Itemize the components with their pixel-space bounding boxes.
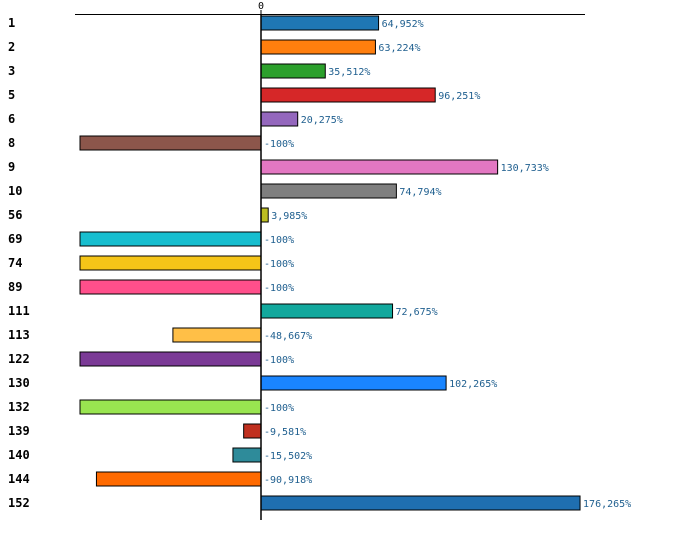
category-label-5: 5 (8, 88, 15, 102)
category-label-140: 140 (8, 448, 30, 462)
category-label-111: 111 (8, 304, 30, 318)
category-label-69: 69 (8, 232, 22, 246)
category-label-74: 74 (8, 256, 22, 270)
bar-2 (260, 39, 376, 55)
bar-132 (79, 399, 262, 415)
bar-140 (232, 447, 262, 463)
value-label-74: -100% (264, 259, 294, 270)
category-label-144: 144 (8, 472, 30, 486)
value-label-1: 64,952% (382, 19, 424, 30)
value-label-139: -9,581% (264, 427, 306, 438)
bar-8 (79, 135, 262, 151)
bar-69 (79, 231, 262, 247)
bar-56 (260, 207, 269, 223)
bar-113 (172, 327, 262, 343)
value-label-122: -100% (264, 355, 294, 366)
category-label-89: 89 (8, 280, 22, 294)
value-label-69: -100% (264, 235, 294, 246)
category-label-6: 6 (8, 112, 15, 126)
value-label-56: 3,985% (271, 211, 307, 222)
value-label-111: 72,675% (396, 307, 438, 318)
value-label-144: -90,918% (264, 475, 312, 486)
zero-tick-label: 0 (258, 1, 264, 12)
bar-5 (260, 87, 436, 103)
category-label-113: 113 (8, 328, 30, 342)
category-label-1: 1 (8, 16, 15, 30)
value-label-6: 20,275% (301, 115, 343, 126)
bar-3 (260, 63, 326, 79)
value-label-89: -100% (264, 283, 294, 294)
category-label-9: 9 (8, 160, 15, 174)
bar-152 (260, 495, 581, 511)
category-label-56: 56 (8, 208, 22, 222)
category-label-130: 130 (8, 376, 30, 390)
category-label-10: 10 (8, 184, 22, 198)
bar-122 (79, 351, 262, 367)
bar-9 (260, 159, 499, 175)
bar-6 (260, 111, 299, 127)
bar-144 (95, 471, 262, 487)
value-label-140: -15,502% (264, 451, 312, 462)
category-label-8: 8 (8, 136, 15, 150)
value-label-5: 96,251% (438, 91, 480, 102)
category-label-132: 132 (8, 400, 30, 414)
value-label-130: 102,265% (449, 379, 497, 390)
value-label-152: 176,265% (583, 499, 631, 510)
category-label-2: 2 (8, 40, 15, 54)
value-label-9: 130,733% (501, 163, 549, 174)
bar-111 (260, 303, 394, 319)
category-label-139: 139 (8, 424, 30, 438)
bar-10 (260, 183, 397, 199)
value-label-8: -100% (264, 139, 294, 150)
bar-139 (243, 423, 262, 439)
bar-89 (79, 279, 262, 295)
value-label-10: 74,794% (399, 187, 441, 198)
category-label-3: 3 (8, 64, 15, 78)
value-label-3: 35,512% (328, 67, 370, 78)
bar-130 (260, 375, 447, 391)
value-label-2: 63,224% (378, 43, 420, 54)
bar-74 (79, 255, 262, 271)
value-label-113: -48,667% (264, 331, 312, 342)
bar-1 (260, 15, 380, 31)
category-label-152: 152 (8, 496, 30, 510)
value-label-132: -100% (264, 403, 294, 414)
category-label-122: 122 (8, 352, 30, 366)
